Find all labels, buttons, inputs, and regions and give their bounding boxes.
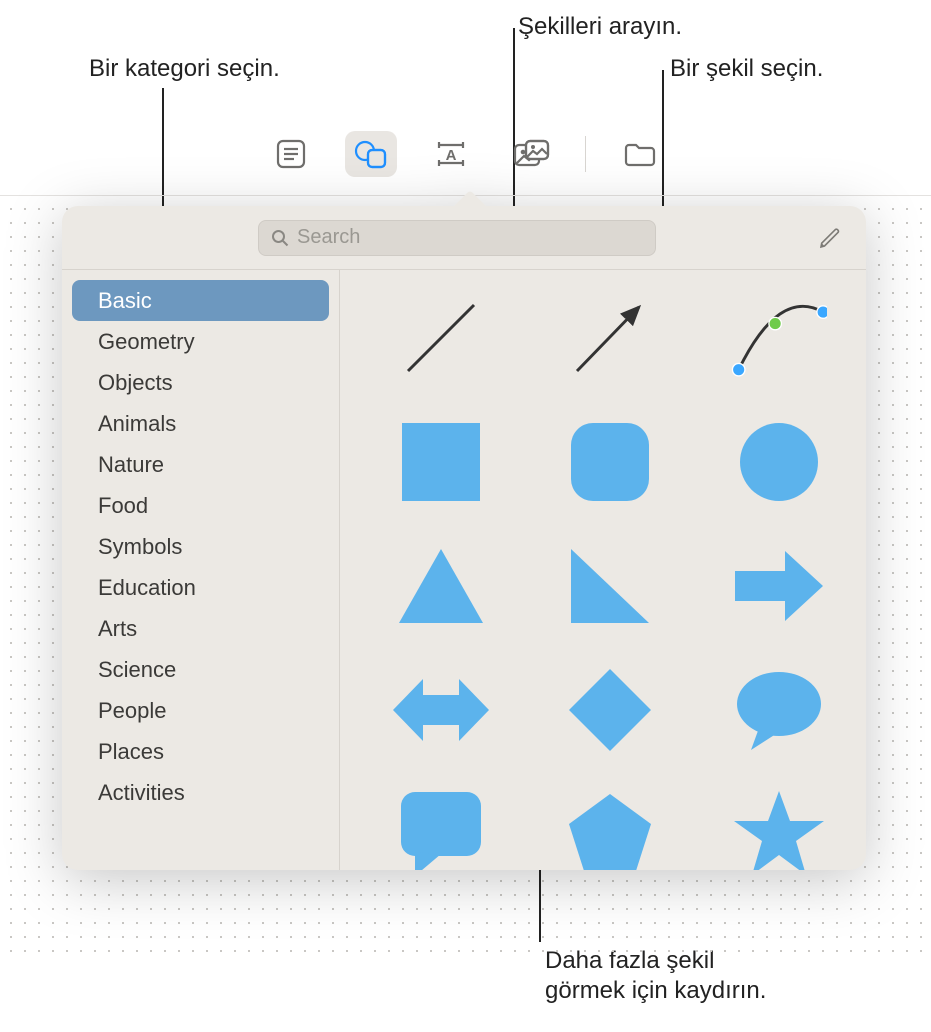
category-item-arts[interactable]: Arts: [72, 608, 329, 649]
speech-bubble-shape[interactable]: [731, 662, 827, 758]
category-item-places[interactable]: Places: [72, 731, 329, 772]
square-shape[interactable]: [393, 414, 489, 510]
callout-search: Şekilleri arayın.: [518, 12, 682, 42]
double-arrow-shape[interactable]: [393, 662, 489, 758]
toolbar: A: [0, 124, 931, 184]
text-page-icon[interactable]: [265, 131, 317, 177]
category-item-symbols[interactable]: Symbols: [72, 526, 329, 567]
folder-icon[interactable]: [614, 131, 666, 177]
svg-text:A: A: [446, 147, 457, 164]
triangle-shape[interactable]: [393, 538, 489, 634]
curve-shape[interactable]: [731, 290, 827, 386]
toolbar-separator: [585, 136, 586, 172]
shape-grid: [340, 270, 866, 870]
category-item-food[interactable]: Food: [72, 485, 329, 526]
callout-shape: Bir şekil seçin.: [670, 54, 823, 84]
shapes-popover: BasicGeometryObjectsAnimalsNatureFoodSym…: [62, 206, 866, 870]
popover-header: [62, 206, 866, 270]
category-item-geometry[interactable]: Geometry: [72, 321, 329, 362]
diamond-shape[interactable]: [562, 662, 658, 758]
star-shape[interactable]: [731, 786, 827, 870]
category-item-animals[interactable]: Animals: [72, 403, 329, 444]
callout-category: Bir kategori seçin.: [89, 54, 280, 84]
arrow-line-shape[interactable]: [562, 290, 658, 386]
rounded-square-shape[interactable]: [562, 414, 658, 510]
right-arrow-shape[interactable]: [731, 538, 827, 634]
search-icon: [271, 229, 289, 247]
category-item-activities[interactable]: Activities: [72, 772, 329, 813]
callout-rect-shape[interactable]: [393, 786, 489, 870]
toolbar-region: A: [0, 112, 931, 196]
category-item-basic[interactable]: Basic: [72, 280, 329, 321]
category-sidebar: BasicGeometryObjectsAnimalsNatureFoodSym…: [62, 270, 340, 870]
category-item-people[interactable]: People: [72, 690, 329, 731]
category-item-education[interactable]: Education: [72, 567, 329, 608]
category-item-science[interactable]: Science: [72, 649, 329, 690]
line-shape[interactable]: [393, 290, 489, 386]
shapes-icon[interactable]: [345, 131, 397, 177]
draw-pen-button[interactable]: [812, 220, 848, 256]
right-triangle-shape[interactable]: [562, 538, 658, 634]
category-item-nature[interactable]: Nature: [72, 444, 329, 485]
search-field-wrap[interactable]: [258, 220, 656, 256]
circle-shape[interactable]: [731, 414, 827, 510]
textbox-icon[interactable]: A: [425, 131, 477, 177]
pentagon-shape[interactable]: [562, 786, 658, 870]
search-input[interactable]: [297, 226, 643, 249]
category-item-objects[interactable]: Objects: [72, 362, 329, 403]
media-icon[interactable]: [505, 131, 557, 177]
